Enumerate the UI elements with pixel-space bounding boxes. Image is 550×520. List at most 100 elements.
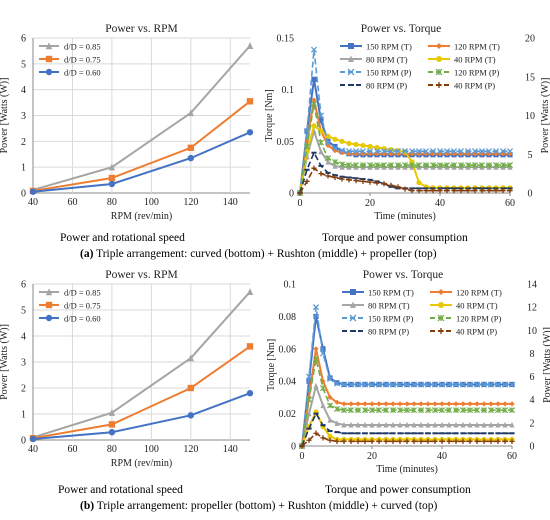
data-point	[404, 401, 410, 407]
data-point	[394, 148, 402, 155]
y-tick-label: 4	[21, 85, 26, 96]
data-point	[332, 136, 338, 142]
x-tick-label: 20	[367, 451, 377, 462]
data-point	[246, 343, 254, 350]
y-tick-label: 0	[21, 436, 26, 447]
x-tick-label: 60	[507, 451, 517, 462]
data-point	[502, 421, 508, 428]
x-axis-label: Time (minutes)	[374, 211, 436, 222]
data-point	[361, 407, 369, 414]
data-point	[501, 381, 509, 388]
data-point	[340, 381, 348, 388]
data-point	[108, 429, 116, 436]
data-point	[488, 421, 494, 428]
data-point	[360, 142, 366, 149]
data-point	[334, 438, 340, 444]
subcaption-a-left: Power and rotational speed	[60, 232, 185, 244]
data-point	[29, 188, 37, 195]
data-point	[306, 437, 312, 443]
data-point	[313, 382, 319, 389]
data-point	[472, 188, 478, 194]
data-point	[382, 381, 390, 388]
data-point	[506, 148, 514, 155]
data-point	[396, 407, 404, 414]
data-point	[437, 188, 443, 194]
data-point	[187, 384, 195, 392]
data-point	[299, 443, 305, 449]
data-point	[374, 180, 380, 186]
data-point	[443, 148, 451, 155]
data-point	[326, 402, 334, 409]
data-point	[332, 163, 338, 169]
data-point	[305, 396, 313, 403]
data-point	[450, 148, 458, 155]
y-right-tick-label: 12	[527, 303, 537, 314]
rpm-chart-2: 0 1 2 3 4 5 6 40 60 80 100 120 140 Power vs. RPM RPM (…	[0, 269, 254, 469]
data-point	[395, 184, 401, 190]
data-point	[339, 176, 345, 182]
legend-label: 80 RPM (P)	[368, 327, 409, 337]
data-point	[387, 162, 395, 169]
data-point	[331, 158, 339, 166]
y-right-tick-label: 15	[525, 72, 535, 83]
series-line-1	[32, 100, 251, 192]
y-axis-label: Torque [Nm]	[266, 339, 277, 391]
data-point	[305, 373, 313, 380]
data-point	[327, 433, 333, 439]
data-point	[313, 346, 319, 352]
data-point	[439, 401, 445, 407]
legend-label: d/D = 0.75	[64, 301, 101, 311]
data-point	[310, 46, 318, 53]
data-point	[410, 407, 418, 414]
data-point	[380, 148, 388, 155]
legend-label: d/D = 0.85	[64, 288, 101, 298]
y-right-tick-label: 10	[525, 111, 535, 122]
data-point	[319, 385, 327, 392]
data-point	[452, 407, 460, 414]
data-point	[362, 401, 368, 407]
data-point	[415, 162, 423, 169]
data-point	[416, 188, 422, 194]
series-line-1	[299, 99, 510, 194]
data-point	[429, 148, 437, 155]
y-tick-label: 5	[21, 59, 26, 70]
data-point	[397, 438, 403, 444]
data-point	[324, 139, 332, 146]
series-line-1	[301, 348, 512, 447]
legend-marker	[45, 42, 53, 50]
data-point	[430, 188, 436, 194]
data-point	[509, 438, 515, 444]
data-point	[425, 421, 431, 428]
data-point	[508, 381, 516, 388]
data-point	[348, 421, 354, 428]
data-point	[318, 118, 324, 124]
data-point	[327, 416, 333, 423]
subcaption-a-right: Torque and power consumption	[322, 232, 468, 244]
data-point	[387, 148, 395, 155]
data-point	[341, 421, 347, 428]
data-point	[402, 186, 408, 192]
data-point	[432, 401, 438, 407]
data-point	[318, 148, 324, 155]
data-point	[246, 42, 254, 49]
data-point	[312, 304, 320, 311]
data-point	[473, 381, 481, 388]
legend-marker	[437, 314, 445, 322]
data-point	[397, 421, 403, 428]
data-point	[411, 438, 417, 444]
data-point	[457, 162, 465, 169]
data-point	[500, 188, 506, 194]
x-tick-label: 0	[298, 198, 303, 209]
data-point	[368, 407, 376, 414]
data-point	[401, 162, 409, 169]
legend-marker	[349, 314, 357, 322]
data-point	[429, 162, 437, 169]
data-point	[411, 421, 417, 428]
y-right-axis-label: Power [Watts (W)]	[542, 327, 550, 403]
data-point	[187, 354, 195, 362]
data-point	[381, 181, 387, 187]
legend-marker	[436, 56, 442, 62]
data-point	[376, 438, 382, 444]
data-point	[499, 148, 507, 155]
data-point	[466, 381, 474, 388]
